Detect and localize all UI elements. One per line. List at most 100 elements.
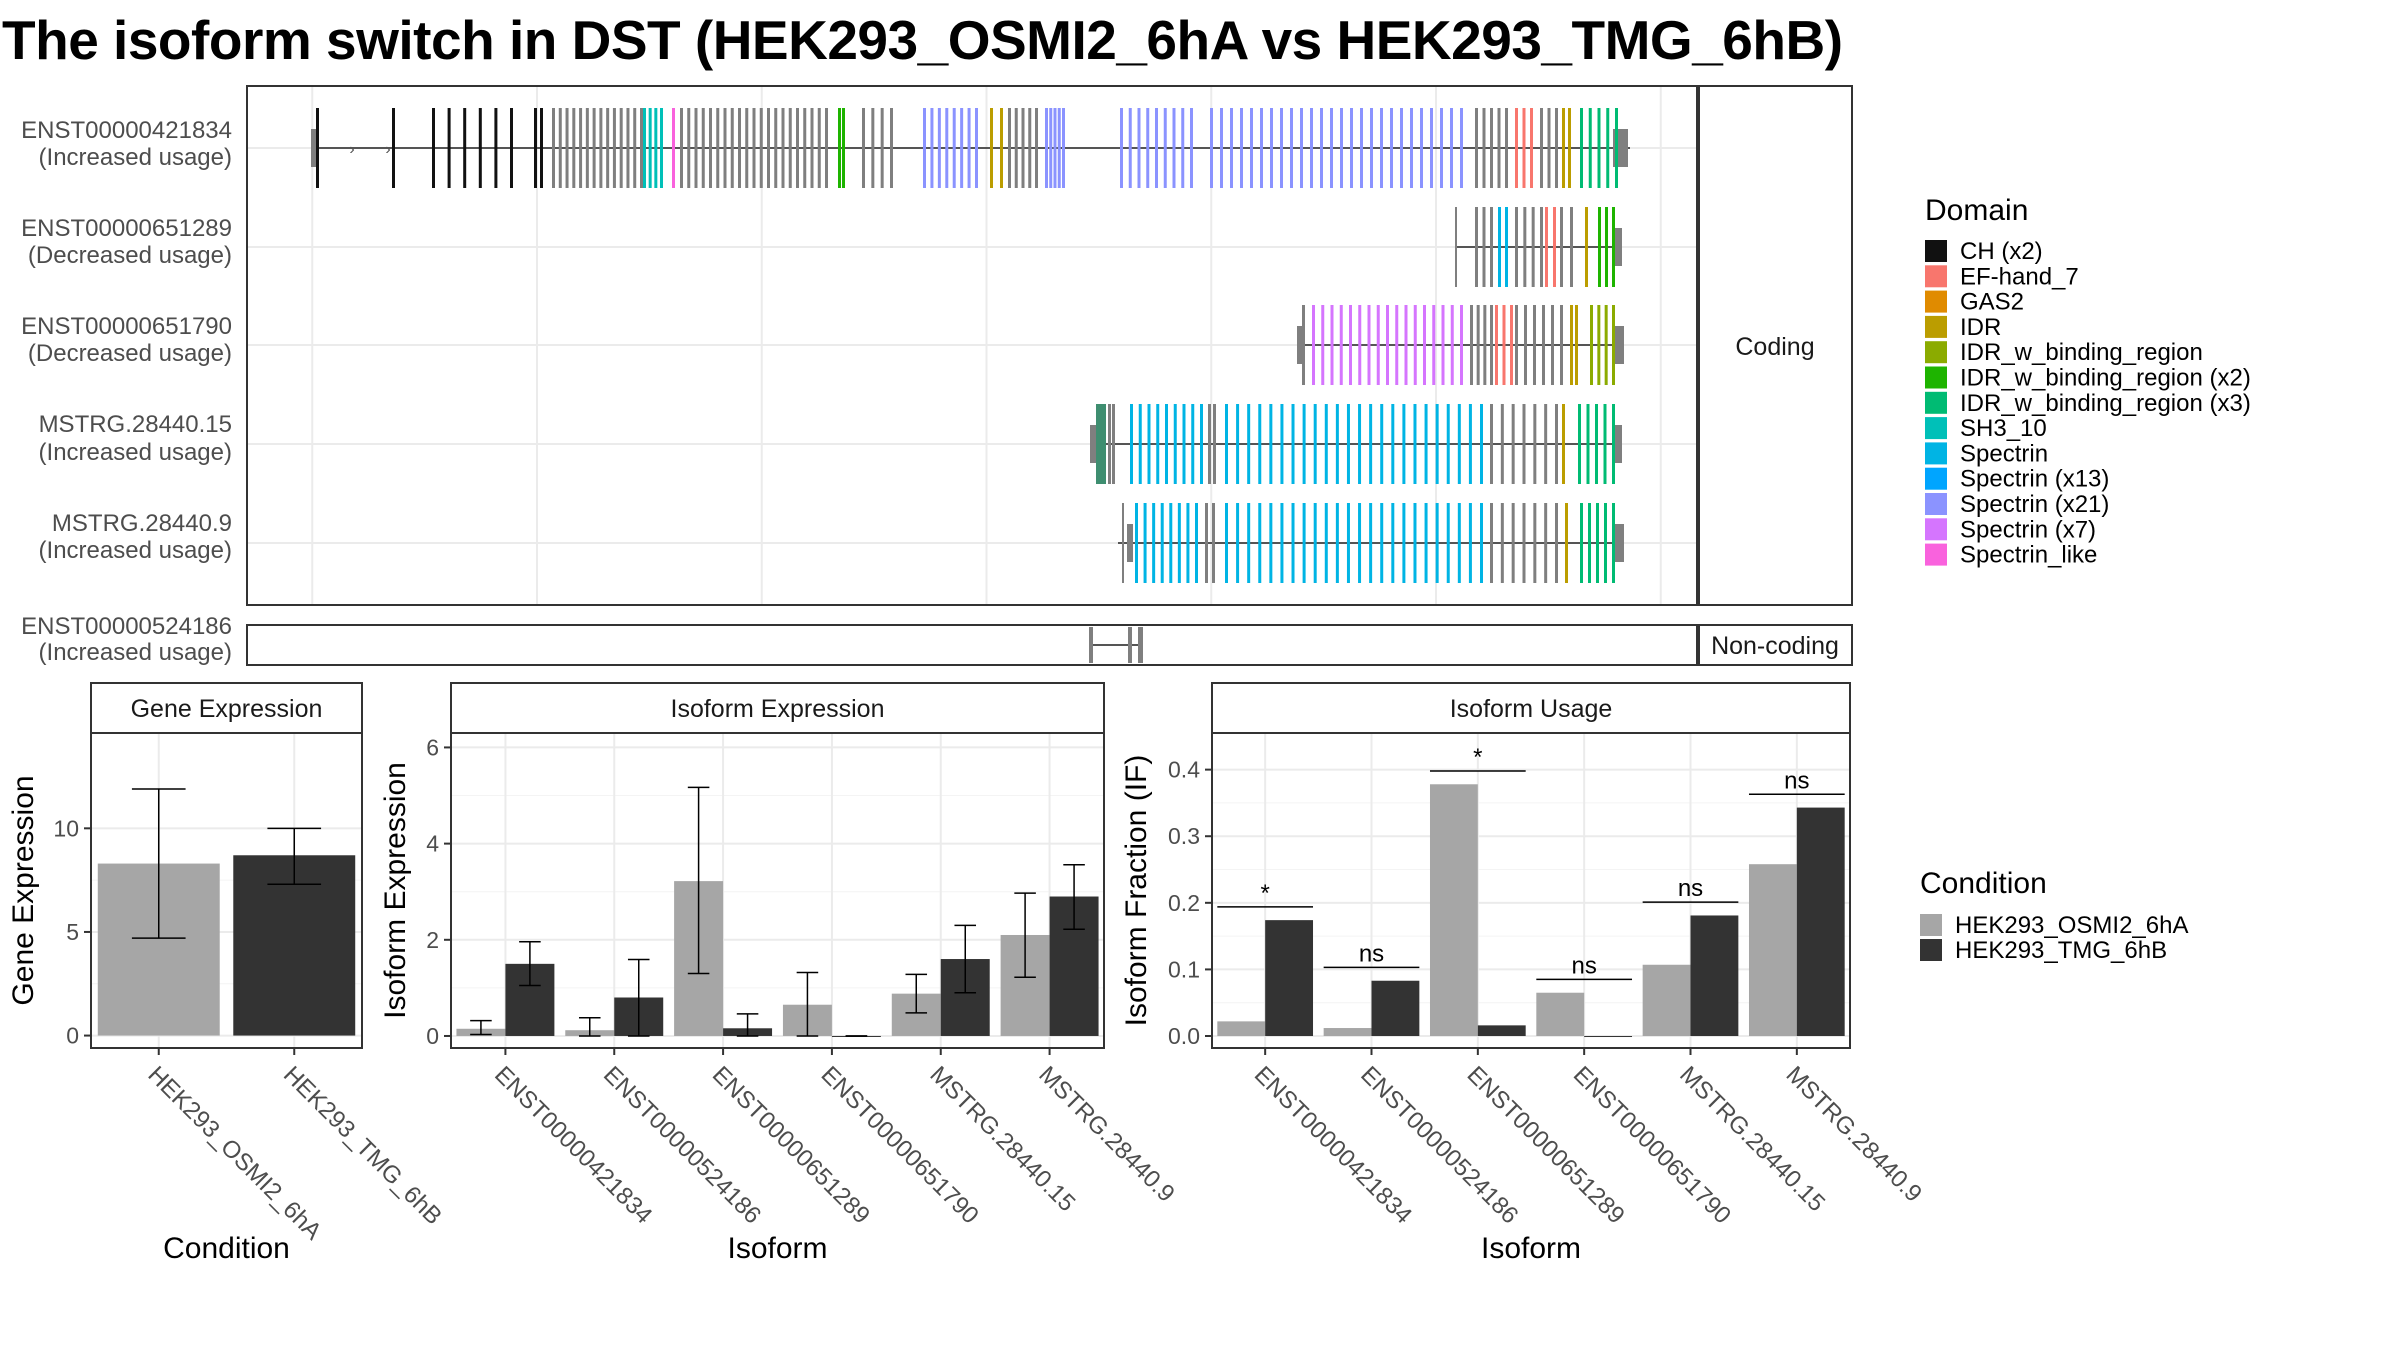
exon-mark	[1386, 305, 1389, 385]
exon-mark	[1163, 108, 1167, 188]
exon-mark	[1562, 404, 1565, 484]
exon-mark	[558, 108, 562, 188]
legend-key	[1925, 366, 1947, 389]
track-label-usage: (Increased usage)	[39, 144, 232, 171]
exon-mark	[788, 108, 792, 188]
exon-mark	[1585, 207, 1588, 287]
exon-mark	[1533, 404, 1537, 484]
exon-mark	[1369, 404, 1373, 484]
exon-mark	[1137, 108, 1141, 188]
y-tick-label: 0	[426, 1023, 439, 1049]
exon-mark	[1340, 108, 1343, 188]
exon-mark	[1346, 404, 1350, 484]
legend-entry: SH3_10	[1960, 415, 2047, 442]
exon-mark	[510, 108, 513, 188]
exon-mark	[447, 108, 451, 188]
exon-mark	[1335, 503, 1339, 583]
exon-mark	[1435, 404, 1439, 484]
exon-mark	[730, 108, 734, 188]
exon-mark	[1122, 503, 1124, 583]
exon-mark	[1490, 404, 1493, 484]
structure-panel-border	[246, 85, 1698, 606]
exon-mark	[1440, 108, 1443, 188]
legend-key	[1920, 939, 1942, 961]
exon-mark	[585, 108, 589, 188]
exon-mark	[1490, 108, 1493, 188]
noncoding-panel-border	[246, 624, 1698, 666]
exon-mark	[1358, 503, 1362, 583]
exon-mark	[1502, 305, 1506, 385]
exon-mark	[1302, 305, 1305, 385]
exon-mark	[1533, 305, 1536, 385]
exon-mark	[1182, 404, 1186, 484]
exon-mark	[1191, 404, 1195, 484]
exon-mark	[640, 108, 643, 188]
exon-mark	[1177, 503, 1181, 583]
legend-key	[1920, 914, 1942, 936]
exon-mark	[1457, 404, 1461, 484]
exon-mark	[1300, 108, 1303, 188]
exon-mark	[1455, 207, 1457, 287]
exon-mark	[648, 108, 652, 188]
exon-mark	[1522, 404, 1526, 484]
x-axis-title: Condition	[163, 1232, 290, 1265]
exon-mark	[1568, 108, 1571, 188]
exon-mark	[1612, 404, 1615, 484]
legend-key	[1925, 442, 1947, 465]
exon-mark	[1511, 404, 1515, 484]
exon-mark	[817, 108, 821, 188]
exon-mark	[796, 108, 799, 188]
exon-mark	[1480, 404, 1483, 484]
significance-label: *	[1473, 744, 1482, 771]
legend-entry: Spectrin (x7)	[1960, 516, 2096, 543]
exon-mark	[1312, 305, 1315, 385]
exon-mark	[1490, 207, 1493, 287]
exon-mark	[1380, 503, 1384, 583]
exon-mark	[1330, 305, 1334, 385]
x-axis-title: Isoform	[727, 1232, 827, 1265]
legend-entry: Spectrin (x13)	[1960, 466, 2109, 493]
exon-mark	[1310, 108, 1313, 188]
exon-mark	[1138, 404, 1142, 484]
exon-mark	[612, 108, 616, 188]
exon-mark	[759, 108, 763, 188]
exon-mark	[1580, 108, 1583, 188]
exon-mark	[1321, 305, 1325, 385]
exon-mark	[478, 108, 482, 188]
exon-mark	[1400, 108, 1403, 188]
exon-mark	[1313, 503, 1317, 583]
y-tick-label: 0.0	[1168, 1023, 1200, 1049]
exon-mark	[1588, 503, 1591, 583]
facet-label-noncoding: Non-coding	[1711, 632, 1839, 660]
exon-mark	[1570, 305, 1573, 385]
utr-block	[1297, 326, 1303, 364]
exon-mark	[1482, 207, 1486, 287]
y-tick-label: 0.1	[1168, 956, 1200, 982]
exon-mark	[1165, 404, 1168, 484]
exon-mark	[1313, 404, 1317, 484]
exon-mark	[1595, 404, 1598, 484]
exon-mark	[1545, 207, 1548, 287]
exon-mark	[838, 108, 841, 188]
exon-mark	[803, 108, 807, 188]
exon-mark	[1441, 305, 1445, 385]
exon-mark	[1186, 503, 1190, 583]
exon-mark	[1402, 404, 1406, 484]
exon-mark	[1560, 207, 1563, 287]
exon-mark	[1130, 404, 1133, 484]
exon-mark	[1360, 108, 1363, 188]
exon-mark	[1424, 503, 1428, 583]
utr-block	[311, 129, 317, 167]
legend-key	[1925, 240, 1947, 262]
legend-entry: IDR_w_binding_region (x3)	[1960, 390, 2251, 417]
exon-mark	[810, 108, 814, 188]
exon-mark	[1269, 404, 1273, 484]
legend-entry: Spectrin_like	[1960, 542, 2097, 569]
exon-mark	[1570, 207, 1573, 287]
exon-mark	[1522, 503, 1526, 583]
significance-label: ns	[1678, 875, 1703, 902]
exon-mark	[1128, 627, 1132, 663]
utr-block	[1090, 425, 1100, 463]
direction-arrow: ›	[385, 141, 390, 158]
